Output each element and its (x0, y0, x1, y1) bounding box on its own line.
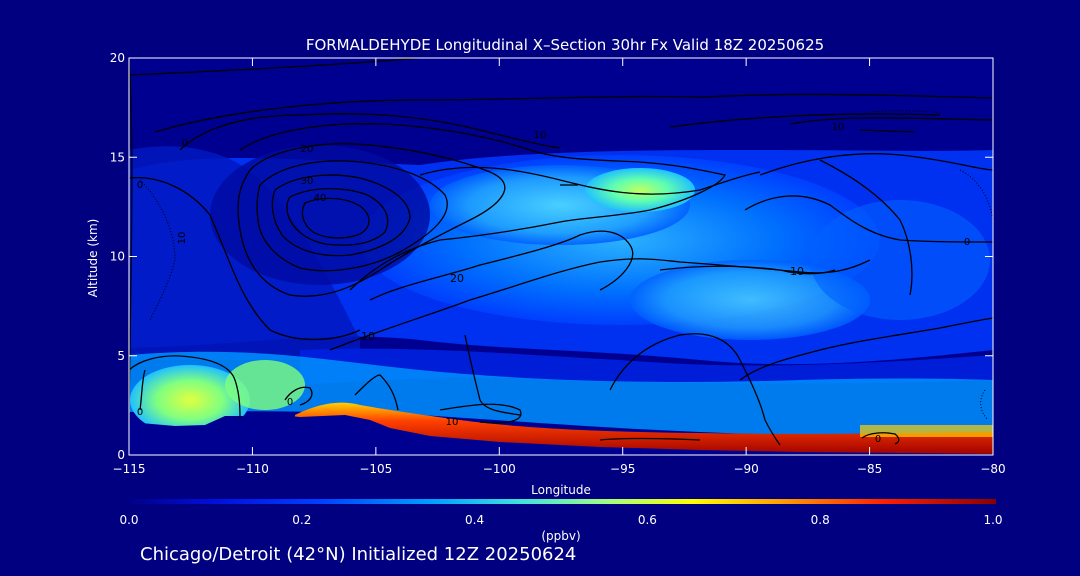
contour-line (256, 160, 448, 272)
y-tick-label: 0 (117, 448, 125, 462)
contour-line-dotted (139, 179, 176, 321)
x-tick-label: −80 (980, 462, 1005, 476)
contour-label: 0 (137, 407, 143, 418)
contour-lines (129, 58, 993, 446)
field-mid-patch (630, 260, 870, 340)
chart-subtitle: Chicago/Detroit (42°N) Initialized 12Z 2… (140, 544, 576, 565)
contour-line (439, 403, 522, 424)
contour-line (179, 113, 561, 151)
contour-line (271, 174, 411, 257)
y-tick-label: 15 (110, 150, 125, 164)
contour-line (129, 355, 241, 419)
colorbar-tick-label: 0.2 (292, 513, 311, 527)
contour-line (599, 437, 701, 441)
contour-line (659, 265, 836, 275)
x-tick-label: −100 (483, 462, 516, 476)
contour-line (369, 230, 634, 301)
colorbar-gradient (129, 499, 996, 504)
contour-line (284, 386, 313, 406)
x-axis-label: Longitude (531, 483, 591, 497)
contour-line (354, 374, 399, 411)
contour-label: 0 (182, 138, 188, 149)
chart-title: FORMALDEHYDE Longitudinal X–Section 30hr… (306, 36, 824, 54)
contour-label: 0 (875, 434, 881, 445)
contour-line (859, 129, 916, 133)
x-tick-label: −115 (113, 462, 146, 476)
colorbar-tick-label: 0.6 (638, 513, 657, 527)
contour-label: 20 (450, 272, 464, 285)
contour-label: 40 (314, 193, 327, 204)
field-east-patch (810, 200, 990, 320)
x-tick-label: −95 (610, 462, 635, 476)
x-tick-label: −110 (236, 462, 269, 476)
contour-line (239, 123, 726, 291)
colorbar: 0.0 0.2 0.4 0.6 0.8 1.0 (ppbv) (119, 499, 1003, 543)
contour-line (744, 195, 993, 243)
contour-line (139, 369, 146, 411)
contour-line (129, 58, 421, 76)
contour-label: 0 (964, 237, 970, 248)
contour-line (609, 333, 781, 446)
field-west-surface-green (225, 360, 305, 410)
y-axis-label: Altitude (km) (86, 219, 100, 298)
contour-line (464, 334, 521, 416)
contour-line (861, 432, 900, 445)
contour-line (669, 113, 941, 128)
colorbar-tick-label: 0.8 (811, 513, 830, 527)
contour-line (129, 176, 361, 341)
colorbar-tick-label: 0.4 (465, 513, 484, 527)
contour-label: 0 (137, 180, 143, 191)
contour-line (819, 159, 913, 296)
y-tick-label: 10 (110, 250, 125, 264)
field-west-surface-max (130, 365, 250, 435)
x-tick-label: −85 (857, 462, 882, 476)
contour-label: 0 (287, 397, 293, 408)
heatmap-field (129, 58, 993, 455)
contour-line (154, 93, 993, 133)
x-tick-label: −90 (733, 462, 758, 476)
colorbar-units: (ppbv) (541, 529, 580, 543)
colorbar-tick-label: 1.0 (983, 513, 1002, 527)
contour-line (129, 59, 133, 421)
field-lower-band (129, 351, 993, 437)
colorbar-tick-label: 0.0 (119, 513, 138, 527)
contour-label: 10 (832, 122, 845, 133)
field-upper-max (585, 168, 695, 212)
contour-label: 10 (361, 330, 375, 343)
field-west-core (210, 145, 430, 285)
contour-label: 20 (301, 144, 314, 155)
y-axis: 0 5 10 15 20 (110, 51, 993, 462)
terrain (129, 415, 993, 455)
contour-line-dotted (980, 389, 989, 421)
colorbar-ticks: 0.0 0.2 0.4 0.6 0.8 1.0 (119, 513, 1002, 527)
contour-line (301, 197, 370, 239)
contour-line (739, 317, 993, 381)
contour-line (329, 258, 871, 351)
y-tick-label: 20 (110, 51, 125, 65)
contour-line-dotted (959, 169, 993, 221)
contour-label: 10 (790, 265, 804, 278)
contour-label: 10 (446, 417, 459, 428)
contour-line (759, 153, 993, 176)
contour-line (237, 143, 506, 297)
x-tick-label: −105 (359, 462, 392, 476)
y-tick-label: 5 (117, 349, 125, 363)
contour-label: 10 (177, 232, 188, 245)
contour-line (789, 117, 993, 125)
contour-line (286, 188, 389, 246)
contour-dotted-lines (139, 110, 993, 421)
contour-label: 10 (534, 130, 547, 141)
contour-label: 30 (301, 176, 314, 187)
contour-labels: 0 10 20 30 40 0 10 20 10 0 10 0 10 0 0 1… (137, 122, 970, 445)
contour-line (419, 166, 761, 195)
x-axis: −115 −110 −105 −100 −95 −90 −85 −80 (113, 58, 1006, 476)
